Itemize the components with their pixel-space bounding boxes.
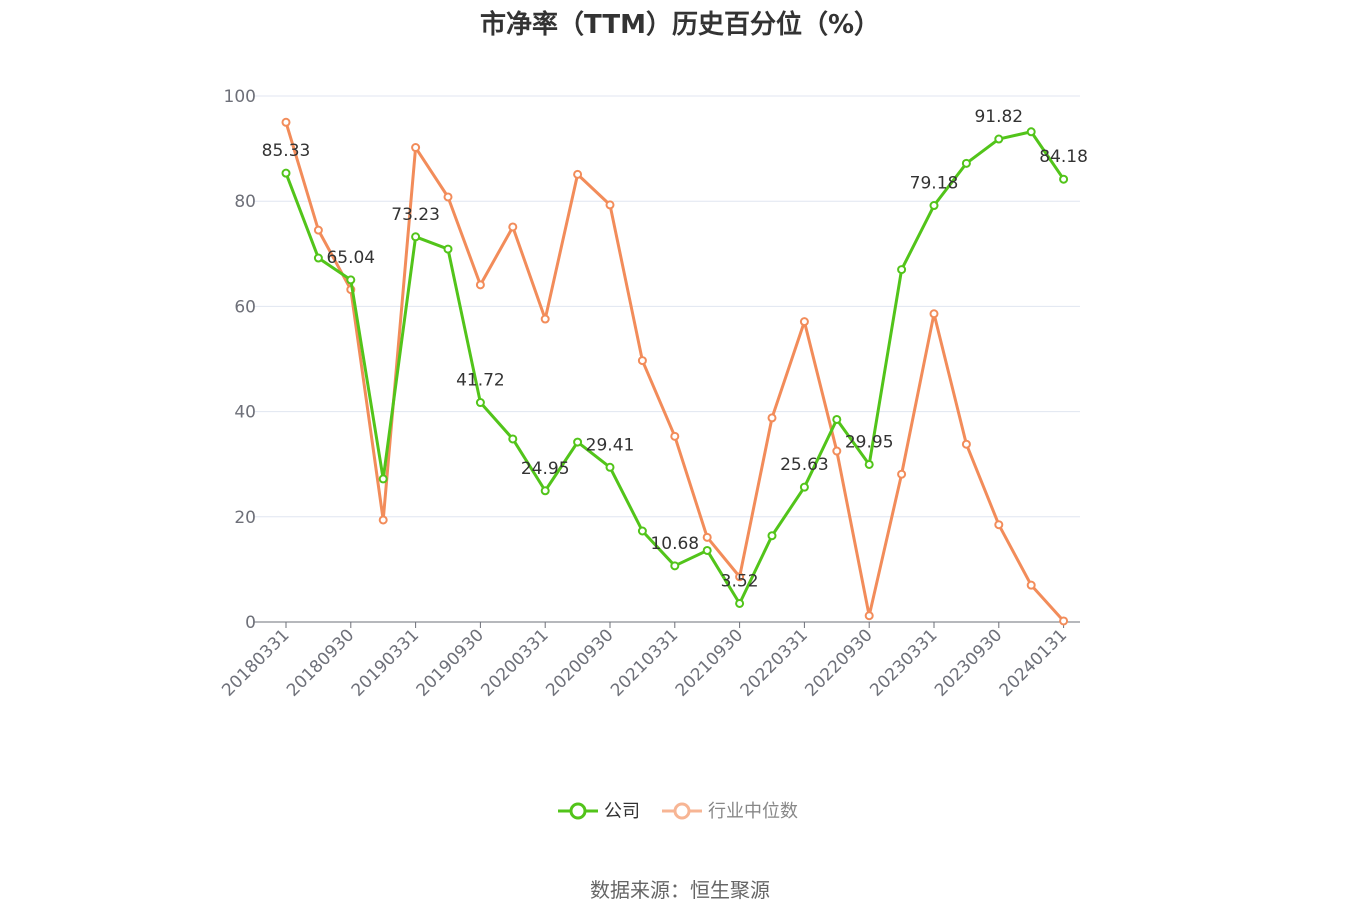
data-point: [540, 486, 550, 496]
legend[interactable]: 公司 行业中位数: [558, 801, 798, 822]
data-point: [443, 192, 453, 202]
y-tick-label: 0: [245, 613, 256, 633]
x-tick-label: 20210331: [607, 625, 682, 700]
data-point: [637, 526, 647, 536]
data-point: [508, 222, 518, 232]
data-point: [897, 469, 907, 479]
y-tick-label: 60: [234, 297, 256, 317]
data-point: [1026, 127, 1036, 137]
series-layer: [281, 117, 1069, 626]
data-point: [994, 520, 1004, 530]
data-point: [1026, 580, 1036, 590]
data-labels: 85.33 65.04 73.23 41.72 24.95 29.41 10.68 3.52 2…: [262, 107, 1088, 591]
data-point: [799, 317, 809, 327]
data-label: 29.95: [845, 432, 894, 452]
data-point: [313, 225, 323, 235]
data-point: [670, 431, 680, 441]
data-point: [864, 611, 874, 621]
chart-title: 市净率（TTM）历史百分位（%）: [480, 10, 880, 40]
data-point: [378, 515, 388, 525]
data-label: 29.41: [586, 435, 635, 455]
data-point: [605, 200, 615, 210]
x-tick-label: 20230331: [866, 625, 941, 700]
x-tick-label: 20190930: [413, 625, 488, 700]
data-point: [767, 531, 777, 541]
data-label: 73.23: [391, 205, 440, 225]
data-point: [573, 169, 583, 179]
data-point: [508, 434, 518, 444]
data-point: [475, 398, 485, 408]
legend-label: 公司: [604, 801, 640, 822]
data-point: [281, 117, 291, 127]
data-point: [832, 414, 842, 424]
data-point: [702, 532, 712, 542]
data-point: [443, 244, 453, 254]
data-point: [767, 413, 777, 423]
legend-swatch-marker: [673, 802, 691, 820]
y-tick-label: 100: [224, 87, 256, 107]
data-point: [605, 462, 615, 472]
data-point: [378, 474, 388, 484]
legend-swatch-marker: [569, 802, 587, 820]
data-point: [573, 437, 583, 447]
data-label: 25.63: [780, 455, 829, 475]
data-label: 24.95: [521, 459, 570, 479]
data-source-note: 数据来源：恒生聚源: [590, 878, 770, 902]
data-point: [735, 598, 745, 608]
x-axis: 2018033120180930201903312019093020200331…: [218, 621, 1080, 701]
data-point: [1059, 616, 1069, 626]
x-tick-label: 20200930: [542, 625, 617, 700]
data-label: 79.18: [910, 174, 959, 194]
data-point: [281, 168, 291, 178]
data-label: 3.52: [721, 571, 759, 591]
data-label: 85.33: [262, 141, 311, 161]
data-point: [346, 275, 356, 285]
data-point: [702, 545, 712, 555]
data-point: [637, 356, 647, 366]
data-point: [994, 134, 1004, 144]
data-point: [475, 280, 485, 290]
data-point: [313, 253, 323, 263]
x-tick-label: 20240131: [996, 625, 1071, 700]
legend-item-0[interactable]: 公司: [558, 801, 640, 822]
y-tick-label: 80: [234, 192, 256, 212]
x-tick-label: 20190331: [348, 625, 423, 700]
legend-item-1[interactable]: 行业中位数: [662, 801, 798, 822]
y-tick-label: 20: [234, 508, 256, 528]
x-tick-label: 20200331: [477, 625, 552, 700]
data-label: 91.82: [974, 107, 1023, 127]
data-point: [411, 232, 421, 242]
x-tick-label: 20230930: [931, 625, 1006, 700]
data-point: [929, 309, 939, 319]
data-point: [897, 265, 907, 275]
x-tick-label: 20210930: [672, 625, 747, 700]
x-tick-label: 20220331: [737, 625, 812, 700]
x-tick-label: 20180331: [218, 625, 293, 700]
x-tick-label: 20180930: [283, 625, 358, 700]
data-label: 65.04: [326, 248, 375, 268]
x-tick-label: 20220930: [801, 625, 876, 700]
data-point: [799, 482, 809, 492]
data-point: [540, 314, 550, 324]
data-point: [961, 158, 971, 168]
data-point: [735, 572, 745, 582]
y-tick-label: 40: [234, 403, 256, 423]
data-point: [864, 459, 874, 469]
data-point: [411, 143, 421, 153]
y-axis-ticks: 0 20 40 60 80 100: [224, 87, 256, 633]
data-label: 84.18: [1039, 147, 1088, 167]
data-point: [961, 439, 971, 449]
data-label: 41.72: [456, 371, 505, 391]
data-label: 10.68: [650, 534, 699, 554]
data-point: [832, 446, 842, 456]
data-point: [929, 201, 939, 211]
data-point: [670, 561, 680, 571]
legend-label: 行业中位数: [708, 801, 798, 822]
data-point: [1059, 174, 1069, 184]
